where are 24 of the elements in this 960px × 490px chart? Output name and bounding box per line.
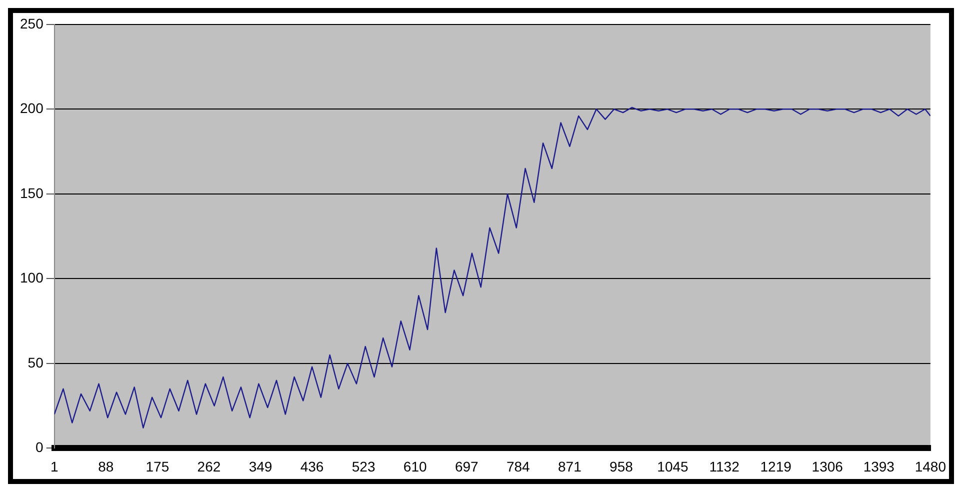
x-tick-label: 262: [197, 458, 221, 474]
y-tick-label: 100: [20, 270, 44, 286]
x-tick-label: 871: [558, 458, 582, 474]
x-tick-label: 1393: [863, 458, 895, 474]
x-tick-label: 523: [352, 458, 376, 474]
x-tick-label: 784: [506, 458, 530, 474]
x-tick-label: 175: [146, 458, 170, 474]
x-tick-label: 1: [50, 458, 58, 474]
x-tick-label: 88: [98, 458, 114, 474]
y-tick-label: 200: [20, 100, 44, 116]
y-tick-label: 50: [28, 354, 44, 370]
x-tick-label: 958: [610, 458, 634, 474]
x-tick-label: 436: [300, 458, 324, 474]
x-tick-label: 610: [403, 458, 427, 474]
y-tick-label: 250: [20, 15, 44, 32]
y-tick-label: 150: [20, 184, 44, 201]
x-tick-label: 1306: [812, 458, 844, 474]
x-tick-label: 697: [454, 458, 479, 474]
x-tick-label: 1480: [914, 458, 946, 474]
x-tick-label: 1219: [760, 458, 792, 474]
y-tick-label: 0: [36, 439, 44, 456]
x-tick-label: 1132: [709, 458, 740, 474]
x-tick-label: 1045: [657, 458, 689, 474]
x-tick-label: 349: [248, 458, 272, 474]
